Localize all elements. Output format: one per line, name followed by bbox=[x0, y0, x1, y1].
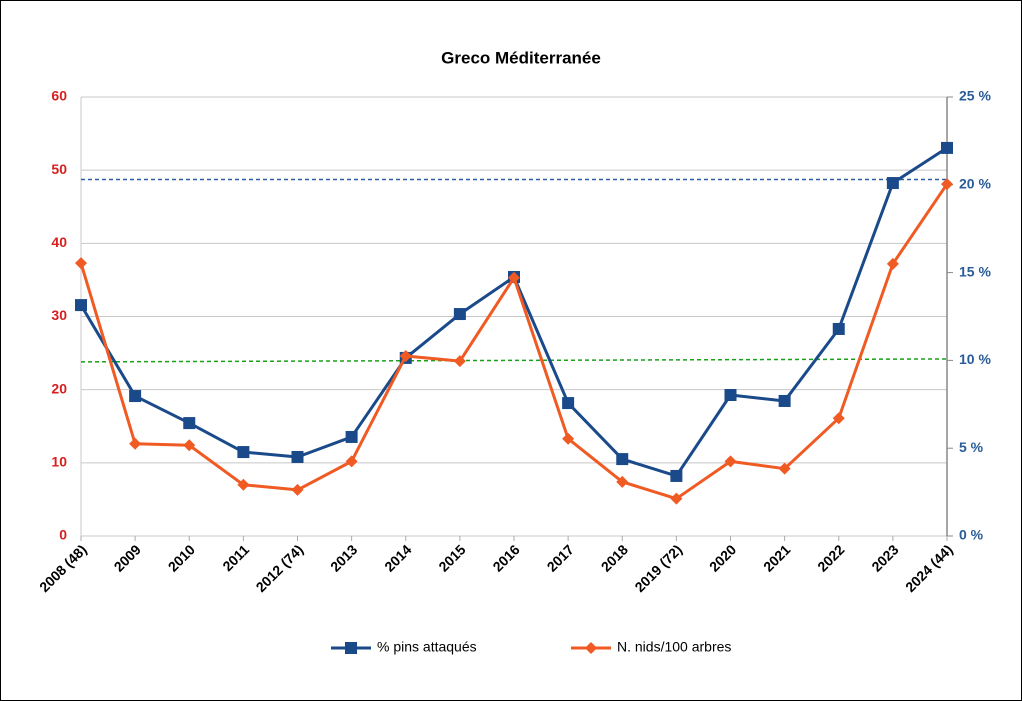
legend-marker bbox=[585, 642, 597, 654]
legend-label: N. nids/100 arbres bbox=[617, 639, 731, 655]
point bbox=[291, 483, 304, 496]
y2-tick-label: 5 % bbox=[959, 439, 984, 455]
point bbox=[453, 308, 466, 321]
x-tick-label: 2013 bbox=[327, 541, 360, 574]
y-tick-label: 60 bbox=[51, 88, 67, 104]
point bbox=[724, 388, 737, 401]
point bbox=[562, 432, 575, 445]
legend-marker bbox=[345, 642, 357, 654]
point bbox=[778, 462, 791, 475]
point bbox=[129, 390, 142, 403]
y2-tick-label: 15 % bbox=[959, 263, 991, 279]
x-tick-label: 2021 bbox=[760, 541, 793, 574]
y2-tick-label: 0 % bbox=[959, 527, 984, 543]
series-line bbox=[79, 146, 948, 478]
x-tick-label: 2020 bbox=[706, 541, 739, 574]
point bbox=[345, 455, 358, 468]
point bbox=[778, 394, 791, 407]
point bbox=[237, 478, 250, 491]
point bbox=[724, 455, 737, 468]
x-tick-label: 2010 bbox=[165, 541, 198, 574]
reference-line bbox=[80, 358, 948, 363]
point bbox=[616, 475, 629, 488]
x-tick-label: 2012 (74) bbox=[253, 541, 307, 595]
x-tick-label: 2011 bbox=[219, 541, 252, 574]
y2-tick-label: 25 % bbox=[959, 88, 991, 104]
point bbox=[670, 469, 683, 482]
legend-label: % pins attaqués bbox=[377, 639, 477, 655]
point bbox=[562, 397, 575, 410]
point bbox=[670, 492, 683, 505]
point bbox=[237, 446, 250, 459]
x-tick-label: 2024 (44) bbox=[902, 541, 956, 595]
point bbox=[832, 412, 845, 425]
y2-tick-label: 10 % bbox=[959, 351, 991, 367]
y-tick-label: 10 bbox=[51, 454, 67, 470]
point bbox=[183, 439, 196, 452]
x-tick-label: 2016 bbox=[489, 541, 522, 574]
x-tick-label: 2017 bbox=[544, 541, 577, 574]
point bbox=[941, 178, 953, 191]
y-tick-label: 50 bbox=[51, 161, 67, 177]
y-tick-label: 20 bbox=[51, 380, 67, 396]
point bbox=[399, 350, 412, 363]
point bbox=[129, 437, 142, 450]
point bbox=[453, 355, 466, 368]
point bbox=[886, 257, 899, 270]
y-tick-label: 40 bbox=[51, 234, 67, 250]
point bbox=[508, 271, 520, 284]
point bbox=[941, 141, 953, 154]
x-tick-label: 2019 (72) bbox=[631, 541, 685, 595]
point bbox=[616, 453, 629, 466]
x-tick-label: 2022 bbox=[814, 541, 847, 574]
point bbox=[345, 430, 358, 443]
y-tick-label: 0 bbox=[59, 527, 67, 543]
x-tick-label: 2008 (48) bbox=[36, 541, 90, 595]
y2-tick-label: 20 % bbox=[959, 176, 991, 192]
x-tick-label: 2023 bbox=[868, 541, 901, 574]
x-tick-label: 2009 bbox=[111, 541, 144, 574]
point bbox=[75, 299, 87, 312]
point bbox=[886, 177, 899, 190]
point bbox=[832, 322, 845, 335]
point bbox=[291, 450, 304, 463]
chart-title: Greco Méditerranée bbox=[441, 48, 601, 67]
point bbox=[75, 257, 87, 270]
point bbox=[183, 417, 196, 430]
series-line bbox=[79, 183, 949, 501]
x-tick-label: 2015 bbox=[435, 541, 468, 574]
x-tick-label: 2018 bbox=[598, 541, 631, 574]
x-tick-label: 2014 bbox=[381, 541, 414, 574]
y-tick-label: 30 bbox=[51, 307, 67, 323]
